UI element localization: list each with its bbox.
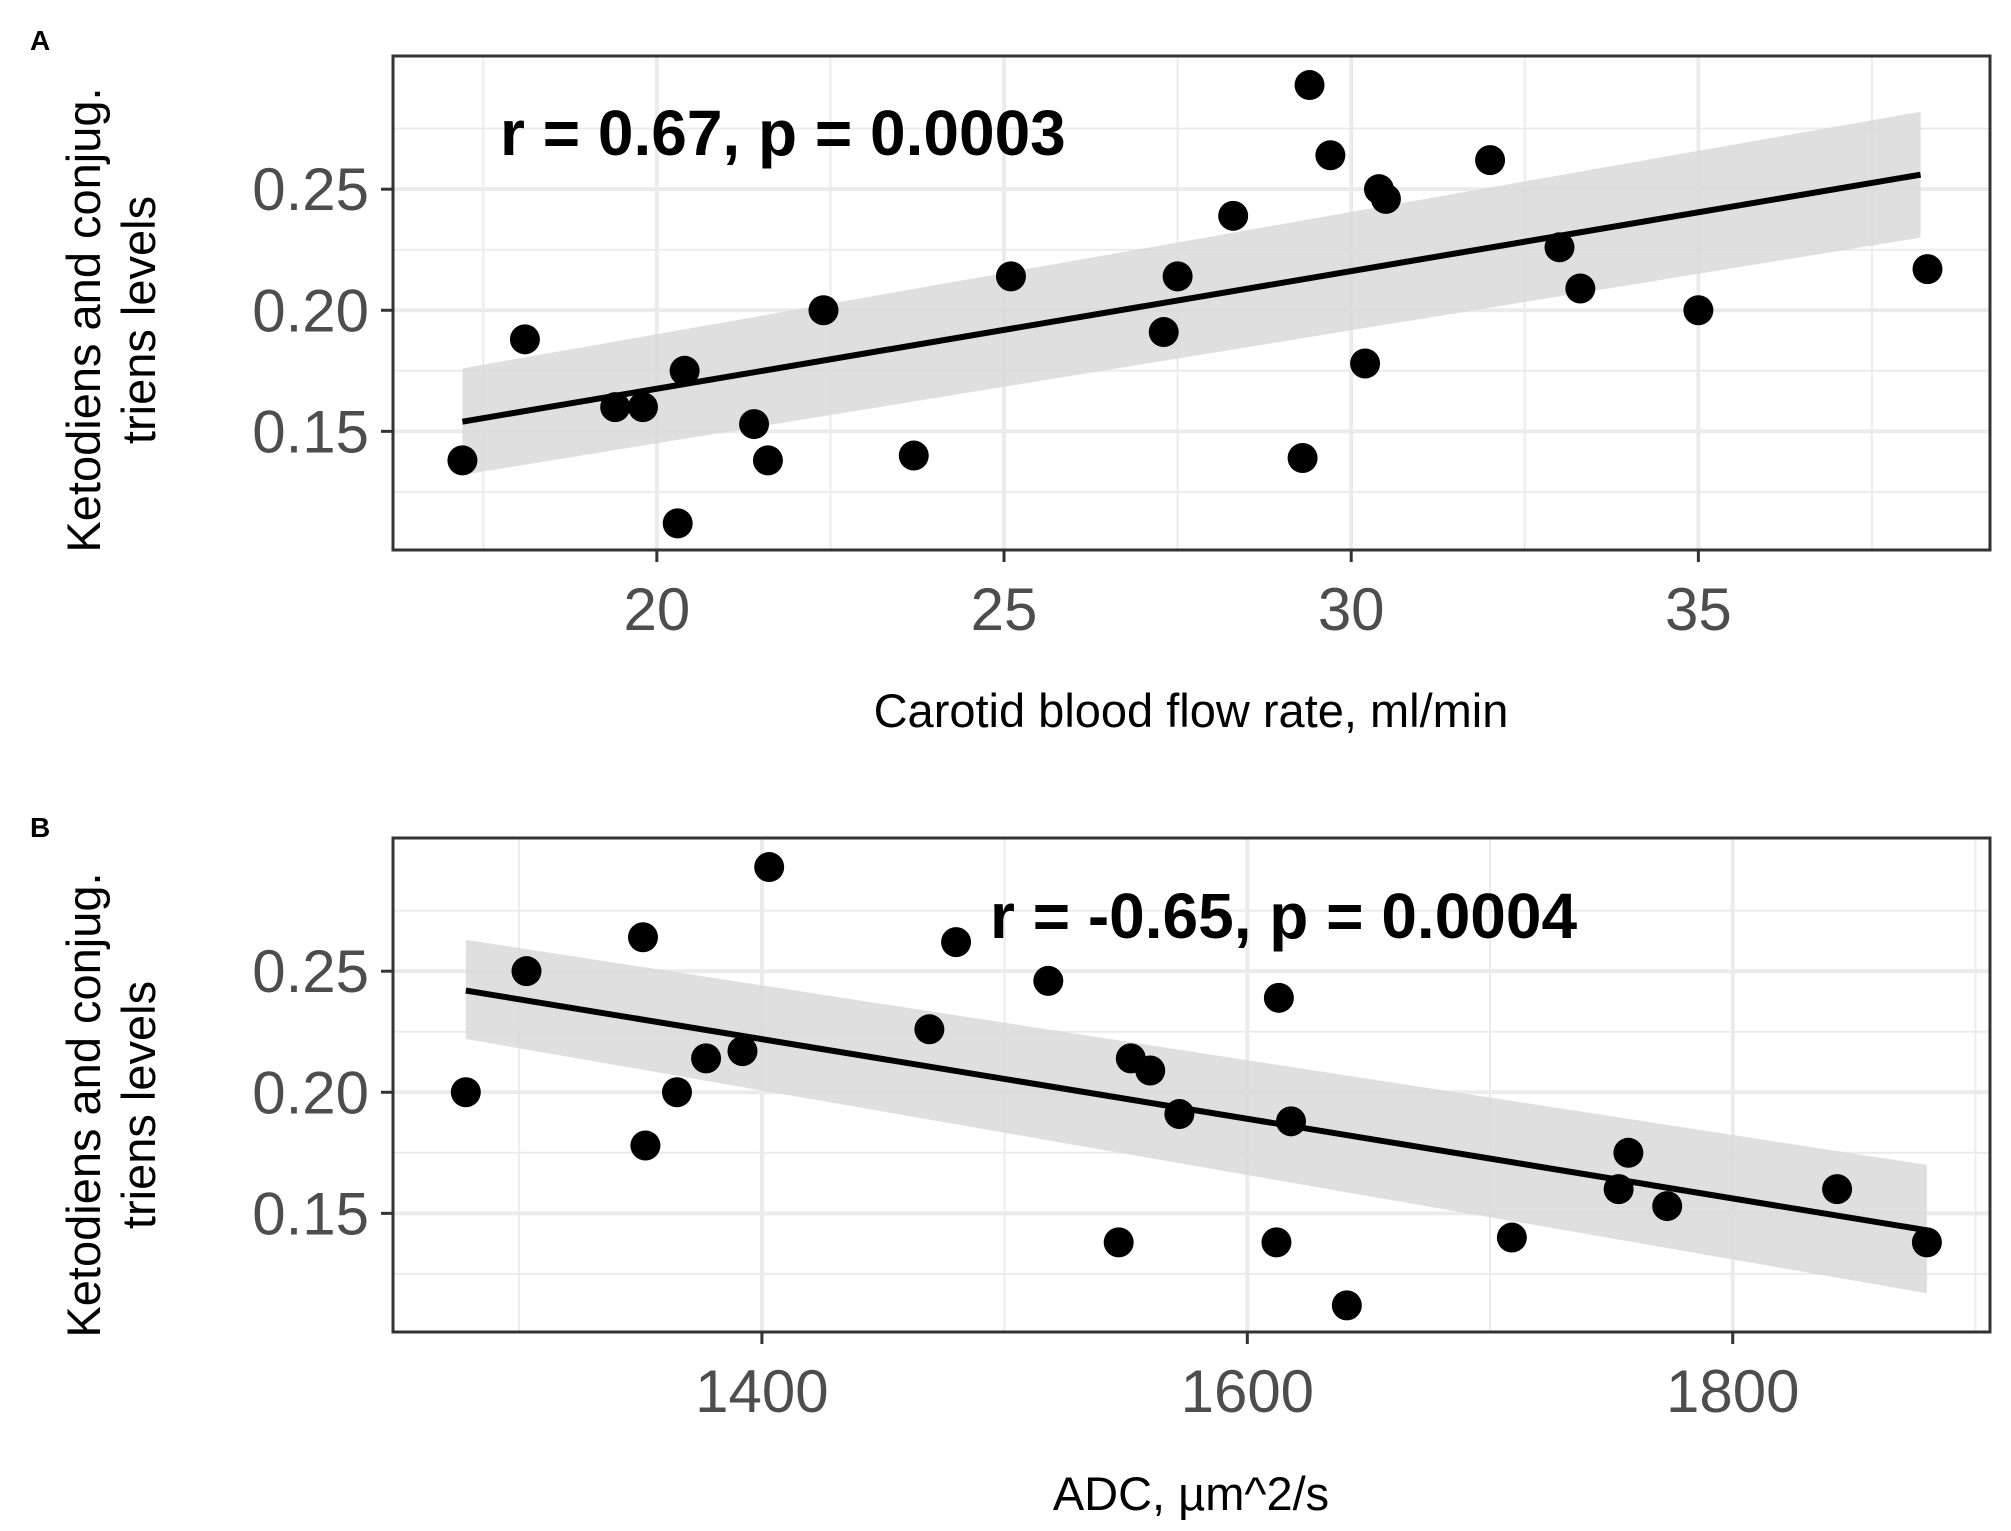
panel-a-stat-annotation: r = 0.67, p = 0.0003 [500, 97, 1066, 169]
panel-b-data-point [511, 956, 542, 987]
panel-a-data-point [752, 445, 783, 476]
panel-b-data-point [914, 1014, 945, 1045]
panel-b-data-point [1613, 1137, 1644, 1168]
panel-b-x-tick-label: 1800 [1666, 1358, 1799, 1425]
panel-a-y-tick-label: 0.25 [252, 156, 369, 223]
panel-b-data-point [630, 1130, 661, 1161]
panel-a-data-point [1315, 140, 1346, 171]
panel-a-y-axis-title-line1: Ketodiens and conjug. [57, 87, 110, 552]
panel-b-y-tick-label: 0.25 [252, 938, 369, 1005]
panel-b-x-ticks: 1400 1600 1800 [695, 1332, 1799, 1425]
panel-b-y-ticks: 0.15 0.20 0.25 [252, 938, 393, 1247]
panel-a-data-point [1683, 295, 1714, 326]
panel-b-regression-line [465, 987, 1928, 1234]
panel-a-data-point [669, 355, 700, 386]
panel-a-x-tick-label: 35 [1665, 576, 1732, 643]
panel-b-data-point [1135, 1055, 1166, 1086]
panel-b-chart: B 1400 1600 1800 0.15 0.20 0.25 r = -0.65, p… [30, 812, 1992, 1520]
panel-b-x-axis-title: ADC, µm^2/s [1053, 1467, 1329, 1520]
panel-a-fit-line [461, 171, 1922, 425]
panel-b-data-point [450, 1077, 481, 1108]
panel-b-y-axis-title-line1: Ketodiens and conjug. [57, 872, 110, 1337]
panel-a-data-point [627, 392, 658, 423]
panel-b-data-point [1261, 1227, 1292, 1258]
panel-b-data-point [754, 852, 785, 883]
panel-a-ci-band [462, 111, 1921, 475]
panel-b-data-point [1331, 1290, 1362, 1321]
panel-a-data-point [1544, 232, 1575, 263]
panel-b-data-point [1263, 982, 1294, 1013]
panel-b-data-point [691, 1043, 722, 1074]
panel-a-regression-line [461, 171, 1922, 425]
panel-a-x-axis-title: Carotid blood flow rate, ml/min [874, 684, 1509, 737]
panel-b-y-axis-title-line2: triens levels [112, 981, 165, 1229]
panel-a-x-tick-label: 20 [623, 576, 690, 643]
panel-b-ci-band [465, 939, 1927, 1294]
panel-a-data-point [1475, 145, 1506, 176]
panel-b-y-tick-label: 0.20 [252, 1059, 369, 1126]
panel-a-data-point [1350, 348, 1381, 379]
panel-b-data-point [1911, 1227, 1942, 1258]
panel-a-data-point [509, 324, 540, 355]
panel-a-letter: A [30, 25, 50, 56]
panel-a-data-point [1370, 183, 1401, 214]
panel-a-data-point [995, 261, 1026, 292]
panel-b-data-point [1603, 1174, 1634, 1205]
panel-b-y-tick-label: 0.15 [252, 1180, 369, 1247]
panel-a-data-point [600, 392, 631, 423]
panel-b-x-tick-label: 1400 [695, 1358, 828, 1425]
panel-b-data-point [661, 1077, 692, 1108]
panel-b-data-point [1103, 1227, 1134, 1258]
panel-b-stat-annotation: r = -0.65, p = 0.0004 [990, 880, 1577, 952]
panel-a-data-point [1287, 442, 1318, 473]
panel-a-data-point [1148, 317, 1179, 348]
panel-a-x-ticks: 20 25 30 35 [623, 550, 1732, 643]
panel-a-data-point [739, 409, 770, 440]
panel-b-data-point [727, 1036, 758, 1067]
panel-b-data-point [627, 922, 658, 953]
panel-b-data-point [1496, 1222, 1527, 1253]
panel-a-data-point [1565, 273, 1596, 304]
panel-a-data-point [1294, 70, 1325, 101]
panel-b-points [450, 852, 1942, 1321]
panel-a-data-point [1218, 200, 1249, 231]
panel-b-data-point [1822, 1174, 1853, 1205]
panel-a-data-point [1912, 254, 1943, 285]
panel-a-data-point [1162, 261, 1193, 292]
panel-b-data-point [1033, 965, 1064, 996]
panel-a-data-point [898, 440, 929, 471]
panel-a-points [447, 70, 1943, 539]
panel-a-confidence-band [462, 111, 1921, 475]
panel-a-x-tick-label: 30 [1318, 576, 1385, 643]
panel-a-data-point [662, 508, 693, 539]
panel-a-y-axis-title-line2: triens levels [112, 196, 165, 444]
panel-b-data-point [1276, 1106, 1307, 1137]
panel-b-data-point [1652, 1191, 1683, 1222]
panel-a-chart: A 20 25 30 35 0.15 0.20 0.25 r = 0.67, p = 0.… [30, 25, 1992, 737]
panel-a-y-ticks: 0.15 0.20 0.25 [252, 156, 393, 465]
panel-b-data-point [941, 927, 972, 958]
panel-b-border [391, 836, 1992, 1334]
panel-b-data-point [1164, 1099, 1195, 1130]
panel-a-y-tick-label: 0.15 [252, 398, 369, 465]
panel-a-data-point [808, 295, 839, 326]
panel-a-border [391, 54, 1992, 552]
panel-a-x-tick-label: 25 [971, 576, 1038, 643]
panel-a-data-point [447, 445, 478, 476]
panel-b-confidence-band [465, 939, 1927, 1294]
panel-b-fit-line [465, 987, 1928, 1234]
panel-b-letter: B [30, 812, 50, 843]
panel-a-y-tick-label: 0.20 [252, 277, 369, 344]
panel-b-x-tick-label: 1600 [1181, 1358, 1314, 1425]
